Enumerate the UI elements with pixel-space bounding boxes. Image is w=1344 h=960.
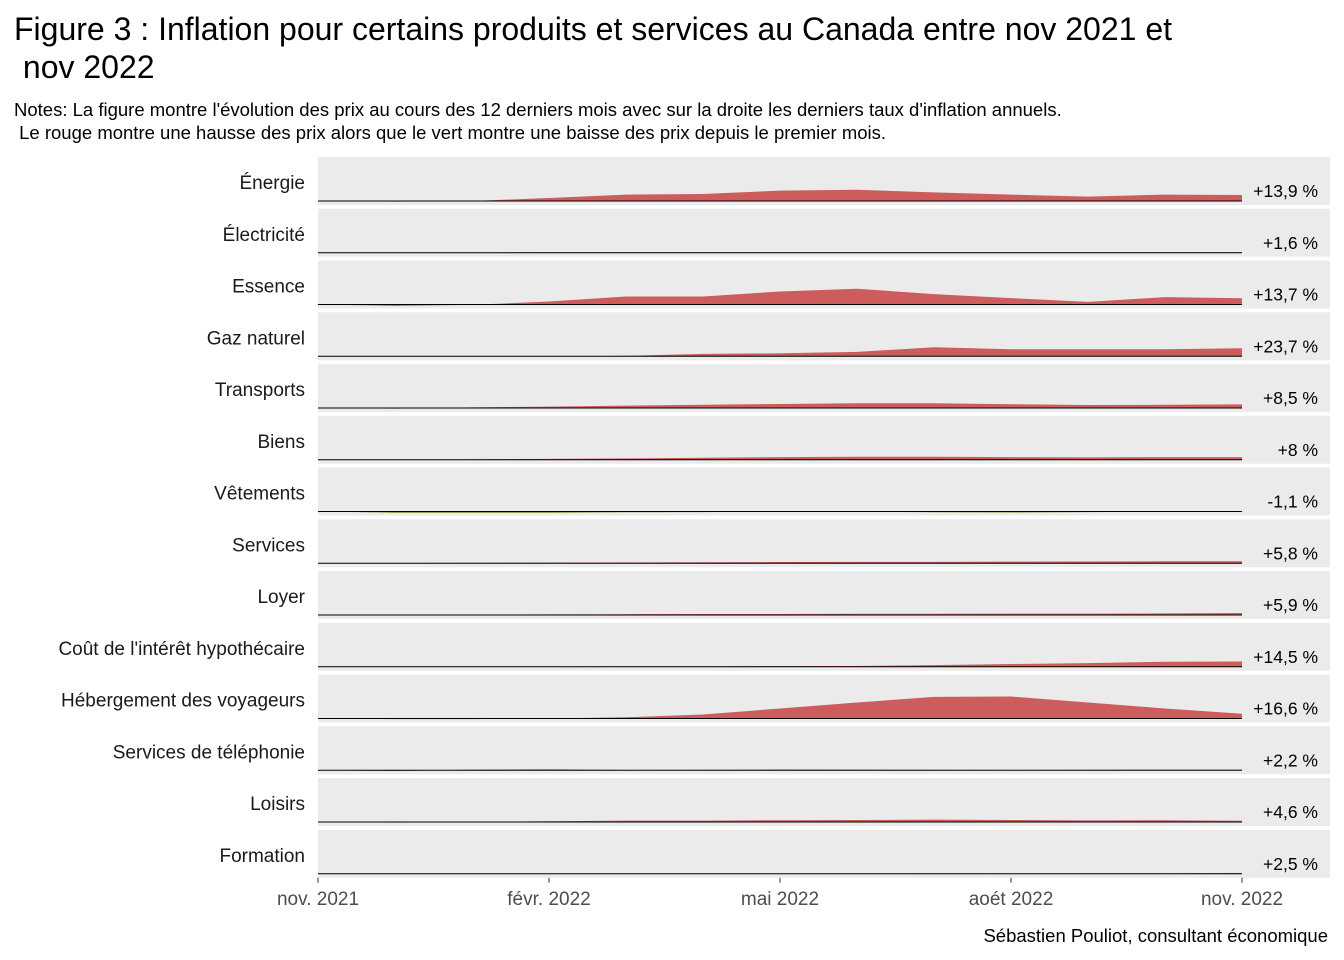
chart-caption: Sébastien Pouliot, consultant économique (983, 925, 1328, 946)
row-label: Loisirs (250, 794, 305, 815)
row-value-label: +14,5 % (1253, 647, 1318, 667)
area-increase (318, 456, 1242, 460)
row-value-label: +5,9 % (1263, 595, 1318, 615)
area-increase (318, 189, 1242, 201)
row-value-label: +23,7 % (1253, 336, 1318, 356)
row-value-label: +1,6 % (1263, 233, 1318, 253)
row-label: Essence (232, 277, 305, 298)
row-value-label: +2,5 % (1263, 854, 1318, 874)
row-value-label: +8 % (1278, 440, 1318, 460)
area-increase (318, 347, 1242, 357)
row-panel (318, 778, 1330, 826)
row-label: Services (232, 535, 305, 556)
row-label: Énergie (240, 173, 306, 194)
row-label: Loyer (257, 587, 305, 608)
row-panel (318, 208, 1330, 257)
x-tick-label: mai 2022 (741, 889, 819, 910)
area-increase (318, 403, 1242, 408)
row-value-label: +8,5 % (1263, 388, 1318, 408)
row-panel (318, 726, 1330, 775)
row-label: Services de téléphonie (113, 742, 305, 763)
x-tick-label: févr. 2022 (507, 889, 590, 910)
area-increase (318, 288, 1242, 305)
row-label: Vêtements (214, 484, 305, 505)
x-tick-label: nov. 2021 (277, 889, 359, 910)
row-value-label: +13,9 % (1253, 181, 1318, 201)
x-tick-label: nov. 2022 (1201, 889, 1283, 910)
row-label: Biens (257, 432, 305, 453)
area-increase (318, 819, 1242, 822)
row-value-label: +4,6 % (1263, 802, 1318, 822)
row-value-label: +2,2 % (1263, 750, 1318, 770)
row-label: Coût de l'intérêt hypothécaire (58, 639, 305, 660)
row-label: Formation (219, 846, 305, 867)
x-tick-label: aoét 2022 (969, 889, 1054, 910)
chart-title: Figure 3 : Inflation pour certains produ… (14, 11, 1173, 85)
row-panel (318, 571, 1330, 619)
area-increase (318, 661, 1242, 667)
row-value-label: -1,1 % (1267, 492, 1318, 512)
row-panel (318, 829, 1330, 878)
row-panel (318, 467, 1330, 516)
row-label: Gaz naturel (207, 328, 305, 349)
row-label: Transports (215, 380, 305, 401)
row-panel (318, 519, 1330, 568)
chart-notes: Notes: La figure montre l'évolution des … (14, 99, 1062, 143)
area-increase (318, 696, 1242, 719)
row-label: Hébergement des voyageurs (61, 691, 305, 712)
row-value-label: +13,7 % (1253, 285, 1318, 305)
row-panel (318, 415, 1330, 464)
row-value-label: +5,8 % (1263, 543, 1318, 563)
row-label: Électricité (223, 225, 305, 246)
row-value-label: +16,6 % (1253, 699, 1318, 719)
